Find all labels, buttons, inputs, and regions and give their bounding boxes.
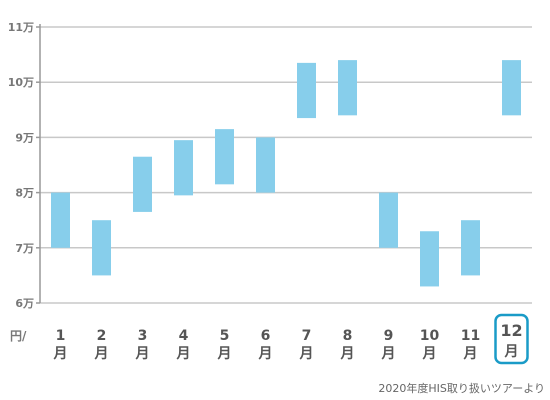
y-tick-label-2: 8万 (15, 187, 34, 200)
x-tick-month-unit-8: 月 (340, 346, 355, 362)
x-tick-month-unit-9: 月 (381, 346, 396, 362)
x-tick-month-number-11: 11 (461, 328, 480, 344)
x-tick-month-unit-1: 月 (53, 346, 68, 362)
x-tick-month-unit-4: 月 (176, 346, 191, 362)
x-tick-month-number-8: 8 (343, 328, 353, 344)
range-bar-9 (379, 192, 398, 248)
x-tick-month-unit-3: 月 (135, 346, 150, 362)
y-tick-label-0: 6万 (15, 297, 34, 310)
x-tick-month-number-3: 3 (138, 328, 148, 344)
y-tick-label-1: 7万 (15, 242, 34, 255)
range-bar-10 (420, 231, 439, 287)
x-tick-month-unit-5: 月 (217, 346, 232, 362)
range-bar-6 (256, 137, 275, 193)
y-unit-label: 円/ (10, 329, 27, 343)
x-tick-month-unit-2: 月 (94, 346, 109, 362)
range-bar-3 (133, 156, 152, 212)
y-tick-label-4: 10万 (8, 76, 34, 89)
highlight-box (494, 313, 529, 365)
x-tick-month-number-2: 2 (97, 328, 107, 344)
range-bar-8 (338, 60, 357, 116)
range-bar-5 (215, 129, 234, 185)
x-tick-month-number-5: 5 (220, 328, 230, 344)
range-bars (51, 60, 521, 287)
x-tick-month-number-4: 4 (179, 328, 189, 344)
x-tick-month-unit-11: 月 (463, 346, 478, 362)
grid-lines (36, 24, 532, 304)
y-tick-labels: 6万 7万 8万 9万 10万 11万 (8, 21, 34, 310)
x-tick-month-number-6: 6 (261, 328, 271, 344)
range-bar-4 (174, 140, 193, 196)
x-tick-labels: 1 月 2 月 3 月 4 月 5 月 6 月 7 月 8 月 9 月 10 月 11 月 12 月 (53, 313, 529, 365)
x-tick-month-unit-7: 月 (299, 346, 314, 362)
range-bar-12 (502, 60, 521, 116)
source-note: 2020年度HIS取り扱いツアーより (378, 381, 545, 395)
x-tick-month-unit-6: 月 (258, 346, 273, 362)
x-tick-month-number-12: 12 (500, 321, 522, 340)
x-tick-month-number-7: 7 (302, 328, 312, 344)
range-bar-2 (92, 220, 111, 276)
x-tick-month-number-1: 1 (56, 328, 66, 344)
range-bar-7 (297, 62, 316, 119)
x-tick-month-unit-12: 月 (504, 344, 519, 360)
y-tick-label-5: 11万 (8, 21, 34, 34)
x-tick-month-unit-10: 月 (422, 346, 437, 362)
x-tick-month-number-10: 10 (420, 328, 440, 344)
range-bar-11 (461, 220, 480, 276)
range-bar-1 (51, 192, 70, 248)
x-tick-month-number-9: 9 (384, 328, 394, 344)
y-tick-label-3: 9万 (15, 131, 34, 144)
